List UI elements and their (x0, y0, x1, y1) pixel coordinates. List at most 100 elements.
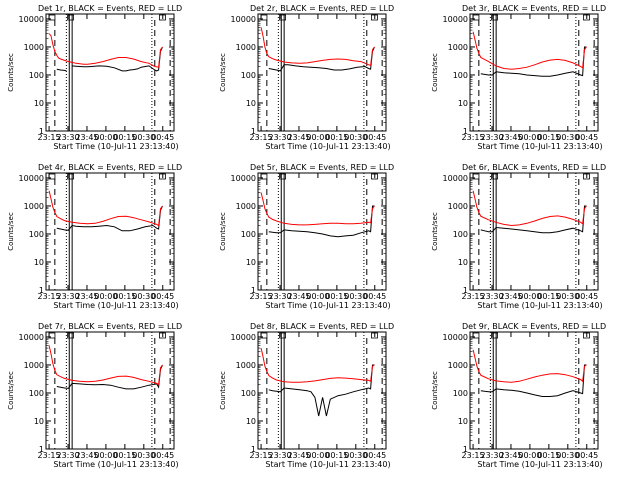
plot-frame (257, 331, 387, 450)
y-tick-label: 100 (29, 389, 44, 398)
chart-title: Det 4r, BLACK = Events, RED = LLD (38, 163, 182, 172)
y-tick-label: 1 (251, 445, 256, 454)
top-marker-box (279, 14, 287, 21)
y-tick-label: 1 (463, 127, 468, 136)
chart-title: Det 8r, BLACK = Events, RED = LLD (250, 322, 394, 331)
x-tick-label: 00:30 (132, 133, 155, 142)
top-marker-box (583, 173, 590, 180)
series-line-lld (48, 190, 163, 227)
y-tick-label: 10000 (443, 333, 468, 342)
plot-frame (257, 13, 387, 132)
x-tick-label: 00:15 (537, 292, 560, 301)
y-axis-label: Counts/sec (431, 53, 439, 92)
x-tick-label: 00:15 (325, 451, 348, 460)
y-tick-label: 10 (246, 99, 256, 108)
x-tick-label: 23:30 (56, 133, 79, 142)
plot-frame (45, 13, 175, 132)
x-tick-label: 00:45 (363, 451, 386, 460)
x-tick-label: 23:15 (250, 292, 273, 301)
series-line-lld (48, 33, 163, 68)
x-axis-label: Start Time (10-Jul-11 23:13:40) (265, 460, 390, 469)
y-tick-label: 100 (29, 71, 44, 80)
series-line-lld (260, 347, 375, 383)
x-tick-label: 00:30 (344, 451, 367, 460)
x-tick-label: 23:15 (250, 451, 273, 460)
x-axis-label: Start Time (10-Jul-11 23:13:40) (265, 301, 390, 310)
x-tick-label: 00:15 (325, 292, 348, 301)
plot-frame (257, 172, 387, 291)
series-line-events (480, 364, 587, 397)
chart-panel-2: Det 2r, BLACK = Events, RED = LLD 1 10 100 1… (219, 4, 394, 151)
chart-panel-4: Det 4r, BLACK = Events, RED = LLD 1 10 100 1… (7, 163, 182, 310)
y-axis-label: Counts/sec (219, 53, 227, 92)
chart-title: Det 1r, BLACK = Events, RED = LLD (38, 4, 182, 13)
x-tick-label: 00:30 (344, 133, 367, 142)
y-tick-label: 1 (39, 445, 44, 454)
top-marker-box (491, 173, 499, 180)
x-axis-label: Start Time (10-Jul-11 23:13:40) (477, 301, 602, 310)
y-tick-label: 1000 (448, 43, 468, 52)
series-line-events (268, 46, 375, 72)
top-marker-box (491, 332, 499, 339)
x-tick-label: 00:15 (325, 133, 348, 142)
top-marker-box (159, 14, 166, 21)
chart-title: Det 9r, BLACK = Events, RED = LLD (462, 322, 606, 331)
series-line-events (268, 364, 375, 417)
y-tick-label: 1000 (236, 202, 256, 211)
y-tick-label: 10000 (19, 174, 44, 183)
series-line-events (56, 364, 163, 390)
x-tick-label: 00:00 (306, 292, 329, 301)
series-line-events (56, 46, 163, 72)
y-axis-label: Counts/sec (7, 53, 15, 92)
x-axis-label: Start Time (10-Jul-11 23:13:40) (477, 460, 602, 469)
chart-title: Det 5r, BLACK = Events, RED = LLD (250, 163, 394, 172)
series-line-lld (472, 31, 587, 70)
top-marker-box (472, 173, 480, 180)
plot-frame (45, 172, 175, 291)
plot-frame (469, 331, 599, 450)
y-tick-label: 100 (453, 71, 468, 80)
y-tick-label: 1000 (24, 43, 44, 52)
x-tick-label: 00:45 (151, 133, 174, 142)
x-tick-label: 00:45 (575, 451, 598, 460)
x-tick-label: 23:30 (268, 133, 291, 142)
y-tick-label: 100 (453, 230, 468, 239)
series-line-events (268, 205, 375, 238)
series-line-events (480, 46, 587, 77)
x-tick-label: 00:45 (575, 133, 598, 142)
top-marker-box (371, 14, 378, 21)
top-marker-box (472, 332, 480, 339)
x-tick-label: 23:30 (480, 292, 503, 301)
y-axis-label: Counts/sec (219, 371, 227, 410)
x-axis-label: Start Time (10-Jul-11 23:13:40) (53, 142, 178, 151)
chart-title: Det 7r, BLACK = Events, RED = LLD (38, 322, 182, 331)
x-axis-label: Start Time (10-Jul-11 23:13:40) (477, 142, 602, 151)
y-tick-label: 10 (246, 417, 256, 426)
top-marker-box (583, 332, 590, 339)
y-tick-label: 100 (241, 230, 256, 239)
plot-frame (45, 331, 175, 450)
x-tick-label: 00:00 (518, 133, 541, 142)
chart-panel-8: Det 8r, BLACK = Events, RED = LLD 1 10 100 1… (219, 322, 394, 469)
y-tick-label: 10000 (443, 15, 468, 24)
x-tick-label: 23:15 (250, 133, 273, 142)
y-axis-label: Counts/sec (7, 212, 15, 251)
x-tick-label: 00:00 (306, 451, 329, 460)
chart-panel-9: Det 9r, BLACK = Events, RED = LLD 1 10 100 1… (431, 322, 606, 469)
top-marker-box (67, 173, 75, 180)
top-marker-box (260, 332, 268, 339)
series-line-lld (260, 192, 375, 226)
x-tick-label: 23:30 (268, 451, 291, 460)
top-marker-box (159, 332, 166, 339)
top-marker-box (67, 14, 75, 21)
x-tick-label: 00:00 (94, 133, 117, 142)
x-tick-label: 23:45 (75, 292, 98, 301)
top-marker-box (260, 14, 268, 21)
y-tick-label: 1 (463, 286, 468, 295)
x-tick-label: 00:45 (151, 292, 174, 301)
chart-panel-1: Det 1r, BLACK = Events, RED = LLD 1 10 100 1… (7, 4, 182, 151)
series-line-lld (472, 349, 587, 383)
x-tick-label: 23:30 (480, 451, 503, 460)
chart-title: Det 3r, BLACK = Events, RED = LLD (462, 4, 606, 13)
top-marker-box (491, 14, 499, 21)
